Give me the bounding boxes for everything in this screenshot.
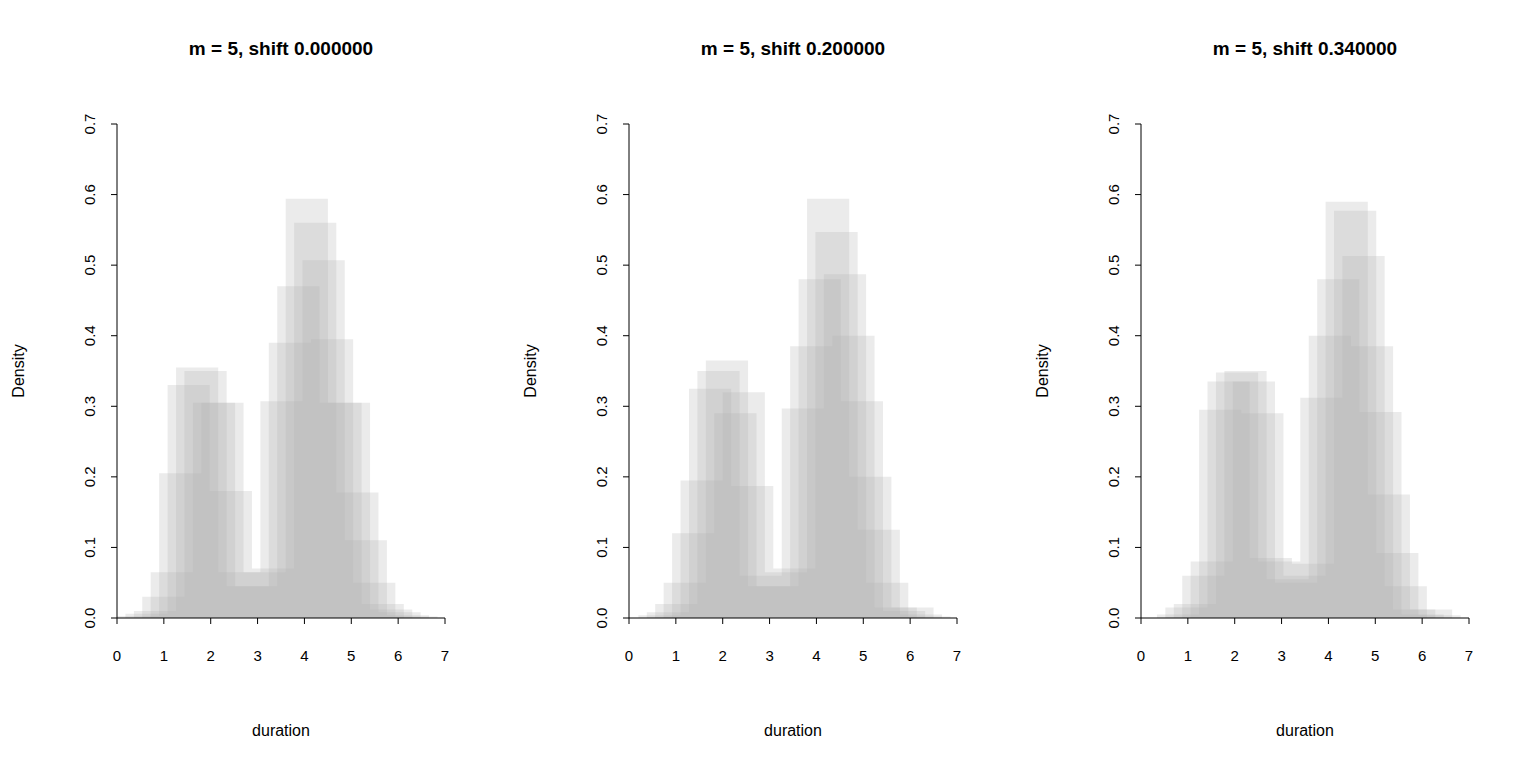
- svg-text:0.1: 0.1: [81, 537, 98, 558]
- svg-text:3: 3: [765, 647, 773, 664]
- svg-text:3: 3: [1277, 647, 1285, 664]
- svg-text:0.7: 0.7: [81, 114, 98, 135]
- svg-text:0.5: 0.5: [593, 255, 610, 276]
- html-text:m = 5, shift 0.200000: m = 5, shift 0.200000: [700, 38, 886, 59]
- svg-text:0.2: 0.2: [81, 466, 98, 487]
- svg-text:0.4: 0.4: [81, 325, 98, 346]
- svg-text:0.2: 0.2: [593, 466, 610, 487]
- svg-text:5: 5: [347, 647, 355, 664]
- svg-text:7: 7: [1465, 647, 1473, 664]
- svg-text:6: 6: [394, 647, 402, 664]
- svg-text:0.3: 0.3: [81, 396, 98, 417]
- svg-text:duration: duration: [764, 722, 822, 739]
- svg-text:Density: Density: [522, 344, 539, 397]
- svg-text:0.4: 0.4: [593, 325, 610, 346]
- svg-text:0.6: 0.6: [81, 184, 98, 205]
- svg-text:4: 4: [300, 647, 308, 664]
- svg-text:7: 7: [953, 647, 961, 664]
- svg-text:3: 3: [253, 647, 261, 664]
- svg-text:1: 1: [1184, 647, 1192, 664]
- svg-text:0: 0: [113, 647, 121, 664]
- svg-text:4: 4: [812, 647, 820, 664]
- svg-text:0.6: 0.6: [1105, 184, 1122, 205]
- svg-text:0.2: 0.2: [1105, 466, 1122, 487]
- svg-text:4: 4: [1324, 647, 1332, 664]
- svg-text:0.0: 0.0: [1105, 608, 1122, 629]
- svg-text:Density: Density: [10, 344, 27, 397]
- svg-text:0.6: 0.6: [593, 184, 610, 205]
- svg-text:0.1: 0.1: [593, 537, 610, 558]
- svg-text:0: 0: [625, 647, 633, 664]
- svg-text:1: 1: [160, 647, 168, 664]
- svg-text:2: 2: [207, 647, 215, 664]
- svg-text:0.7: 0.7: [1105, 114, 1122, 135]
- svg-text:6: 6: [1418, 647, 1426, 664]
- svg-text:0.0: 0.0: [81, 608, 98, 629]
- svg-text:0.3: 0.3: [593, 396, 610, 417]
- svg-text:5: 5: [859, 647, 867, 664]
- svg-text:0.0: 0.0: [593, 608, 610, 629]
- svg-text:duration: duration: [1276, 722, 1334, 739]
- svg-text:0.7: 0.7: [593, 114, 610, 135]
- svg-text:0.3: 0.3: [1105, 396, 1122, 417]
- svg-text:2: 2: [719, 647, 727, 664]
- svg-text:0.5: 0.5: [1105, 255, 1122, 276]
- html-text:m = 5, shift 0.000000: m = 5, shift 0.000000: [188, 38, 374, 59]
- svg-text:Density: Density: [1034, 344, 1051, 397]
- svg-text:1: 1: [672, 647, 680, 664]
- svg-text:duration: duration: [252, 722, 310, 739]
- svg-text:2: 2: [1231, 647, 1239, 664]
- svg-text:5: 5: [1371, 647, 1379, 664]
- html-text:m = 5, shift 0.340000: m = 5, shift 0.340000: [1212, 38, 1398, 59]
- svg-text:0.5: 0.5: [81, 255, 98, 276]
- svg-text:7: 7: [441, 647, 449, 664]
- svg-text:0.4: 0.4: [1105, 325, 1122, 346]
- svg-text:0: 0: [1137, 647, 1145, 664]
- svg-text:0.1: 0.1: [1105, 537, 1122, 558]
- svg-text:6: 6: [906, 647, 914, 664]
